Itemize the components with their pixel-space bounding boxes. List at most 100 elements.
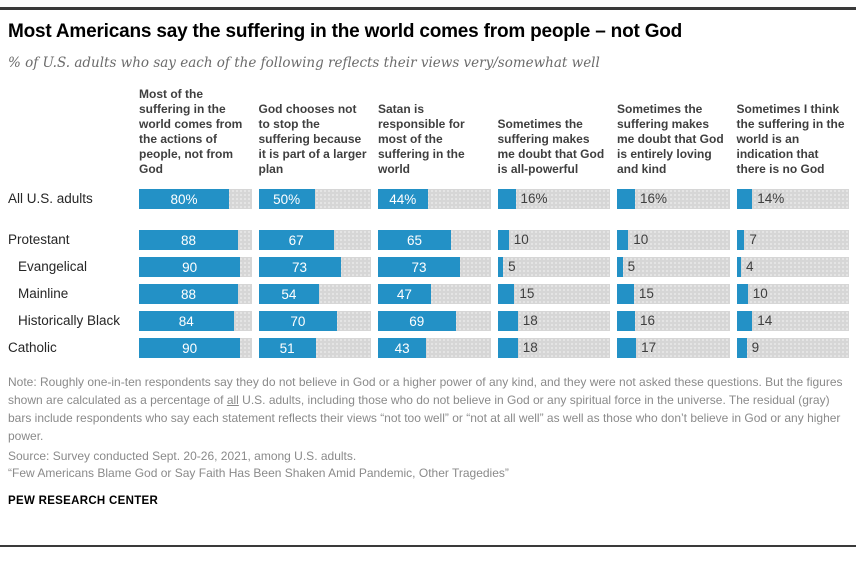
bar-fill: [736, 311, 753, 331]
bar-track: 84: [139, 311, 252, 331]
bar-track: 90: [139, 338, 252, 358]
bar-fill: [617, 311, 635, 331]
bar-fill: 67: [258, 230, 334, 250]
bar-track: 47: [378, 284, 491, 304]
bar-track: 10: [497, 230, 610, 250]
bar-value-label: 4: [746, 259, 754, 274]
bar-track: 67: [258, 230, 371, 250]
column-header-1: Most of the suffering in the world comes…: [139, 87, 243, 176]
bar-value-label: 10: [633, 232, 649, 247]
bar-fill: 70: [258, 311, 338, 331]
bar-value-label: 15: [519, 286, 535, 301]
bar-value-label: 51: [279, 340, 295, 356]
bar-track: 9: [736, 338, 849, 358]
column-header-5: Sometimes the suffering makes me doubt t…: [617, 102, 724, 176]
bar-value-label: 15: [638, 286, 654, 301]
bar-track: 15: [617, 284, 730, 304]
bar-fill: [497, 311, 518, 331]
bar-value-label: 14: [757, 313, 773, 328]
bar-track: 14%: [736, 189, 849, 209]
bar-fill: 73: [378, 257, 461, 277]
bar-fill: 65: [378, 230, 452, 250]
table-row: Mainline 88 54 47 15 15 10: [8, 284, 849, 304]
bar-value-label: 90: [182, 340, 198, 356]
bar-fill: [736, 284, 748, 304]
bar-track: 43: [378, 338, 491, 358]
bar-track: 16%: [497, 189, 610, 209]
bar-track: 14: [736, 311, 849, 331]
bar-fill: [497, 284, 515, 304]
bar-value-label: 9: [751, 340, 760, 355]
bar-value-label: 88: [180, 286, 197, 302]
bar-track: 73: [378, 257, 491, 277]
row-label: Evangelical: [18, 259, 88, 274]
column-header-3: Satan is responsible for most of the suf…: [378, 102, 465, 176]
bar-fill: [497, 189, 516, 209]
bar-value-label: 43: [394, 340, 410, 356]
bar-fill: [617, 189, 635, 209]
bar-value-label: 10: [513, 232, 529, 247]
column-header-2: God chooses not to stop the suffering be…: [258, 102, 367, 176]
bar-track: 10: [617, 230, 730, 250]
bar-value-label: 80%: [170, 191, 198, 207]
table-row: Protestant 88 67 65 10 10 7: [8, 230, 849, 250]
bar-fill: [736, 338, 747, 358]
bar-track: 7: [736, 230, 849, 250]
row-label: Historically Black: [18, 313, 121, 328]
bar-value-label: 70: [290, 313, 306, 329]
chart-rows: All U.S. adults 80% 50% 44% 16% 16% 14% Protest…: [8, 189, 849, 358]
row-label: Mainline: [18, 286, 69, 301]
column-headers: Most of the suffering in the world comes…: [8, 87, 849, 177]
table-row: Evangelical 90 73 73 5 5 4: [8, 257, 849, 277]
bar-track: 50%: [258, 189, 371, 209]
report-title-text: “Few Americans Blame God or Say Faith Ha…: [8, 466, 509, 480]
bar-track: 80%: [139, 189, 252, 209]
table-row: Catholic 90 51 43 18 17 9: [8, 338, 849, 358]
bar-value-label: 47: [396, 286, 412, 302]
bar-track: 88: [139, 284, 252, 304]
bar-fill: 88: [139, 284, 238, 304]
bar-fill: [497, 230, 509, 250]
bar-value-label: 10: [752, 286, 768, 301]
bar-fill: 51: [258, 338, 316, 358]
bar-fill: 90: [139, 338, 241, 358]
bar-value-label: 18: [522, 313, 538, 328]
bar-track: 10: [736, 284, 849, 304]
column-header-4: Sometimes the suffering makes me doubt t…: [497, 117, 605, 176]
bar-track: 51: [258, 338, 371, 358]
bar-fill: 84: [139, 311, 234, 331]
column-header-6: Sometimes I think the suffering in the w…: [736, 102, 845, 176]
bar-track: 69: [378, 311, 491, 331]
bar-track: 90: [139, 257, 252, 277]
bar-track: 65: [378, 230, 491, 250]
bar-value-label: 73: [292, 259, 308, 275]
source-text: Source: Survey conducted Sept. 20-26, 20…: [8, 449, 357, 463]
bar-track: 4: [736, 257, 849, 277]
bar-fill: [497, 338, 518, 358]
table-row: All U.S. adults 80% 50% 44% 16% 16% 14%: [8, 189, 849, 209]
bar-fill: 73: [258, 257, 341, 277]
note-part2: U.S. adults, including those who do not …: [8, 393, 841, 443]
bar-fill: 47: [378, 284, 431, 304]
bar-value-label: 7: [749, 232, 757, 247]
bar-fill: 44%: [378, 189, 428, 209]
bar-fill: [617, 257, 623, 277]
bar-track: 5: [497, 257, 610, 277]
bar-track: 15: [497, 284, 610, 304]
bar-track: 54: [258, 284, 371, 304]
bar-fill: [617, 338, 637, 358]
bar-fill: 69: [378, 311, 456, 331]
bar-fill: [497, 257, 504, 277]
bar-track: 5: [617, 257, 730, 277]
bar-track: 88: [139, 230, 252, 250]
bar-value-label: 65: [407, 232, 423, 248]
brand-footer: PEW RESEARCH CENTER: [8, 495, 159, 507]
bar-value-label: 67: [288, 232, 304, 248]
bar-fill: [736, 189, 753, 209]
bar-value-label: 54: [281, 286, 297, 302]
top-rule: [0, 7, 856, 10]
bar-fill: [617, 284, 634, 304]
bar-fill: 90: [139, 257, 241, 277]
bar-value-label: 16: [640, 313, 656, 328]
bar-fill: [736, 230, 745, 250]
